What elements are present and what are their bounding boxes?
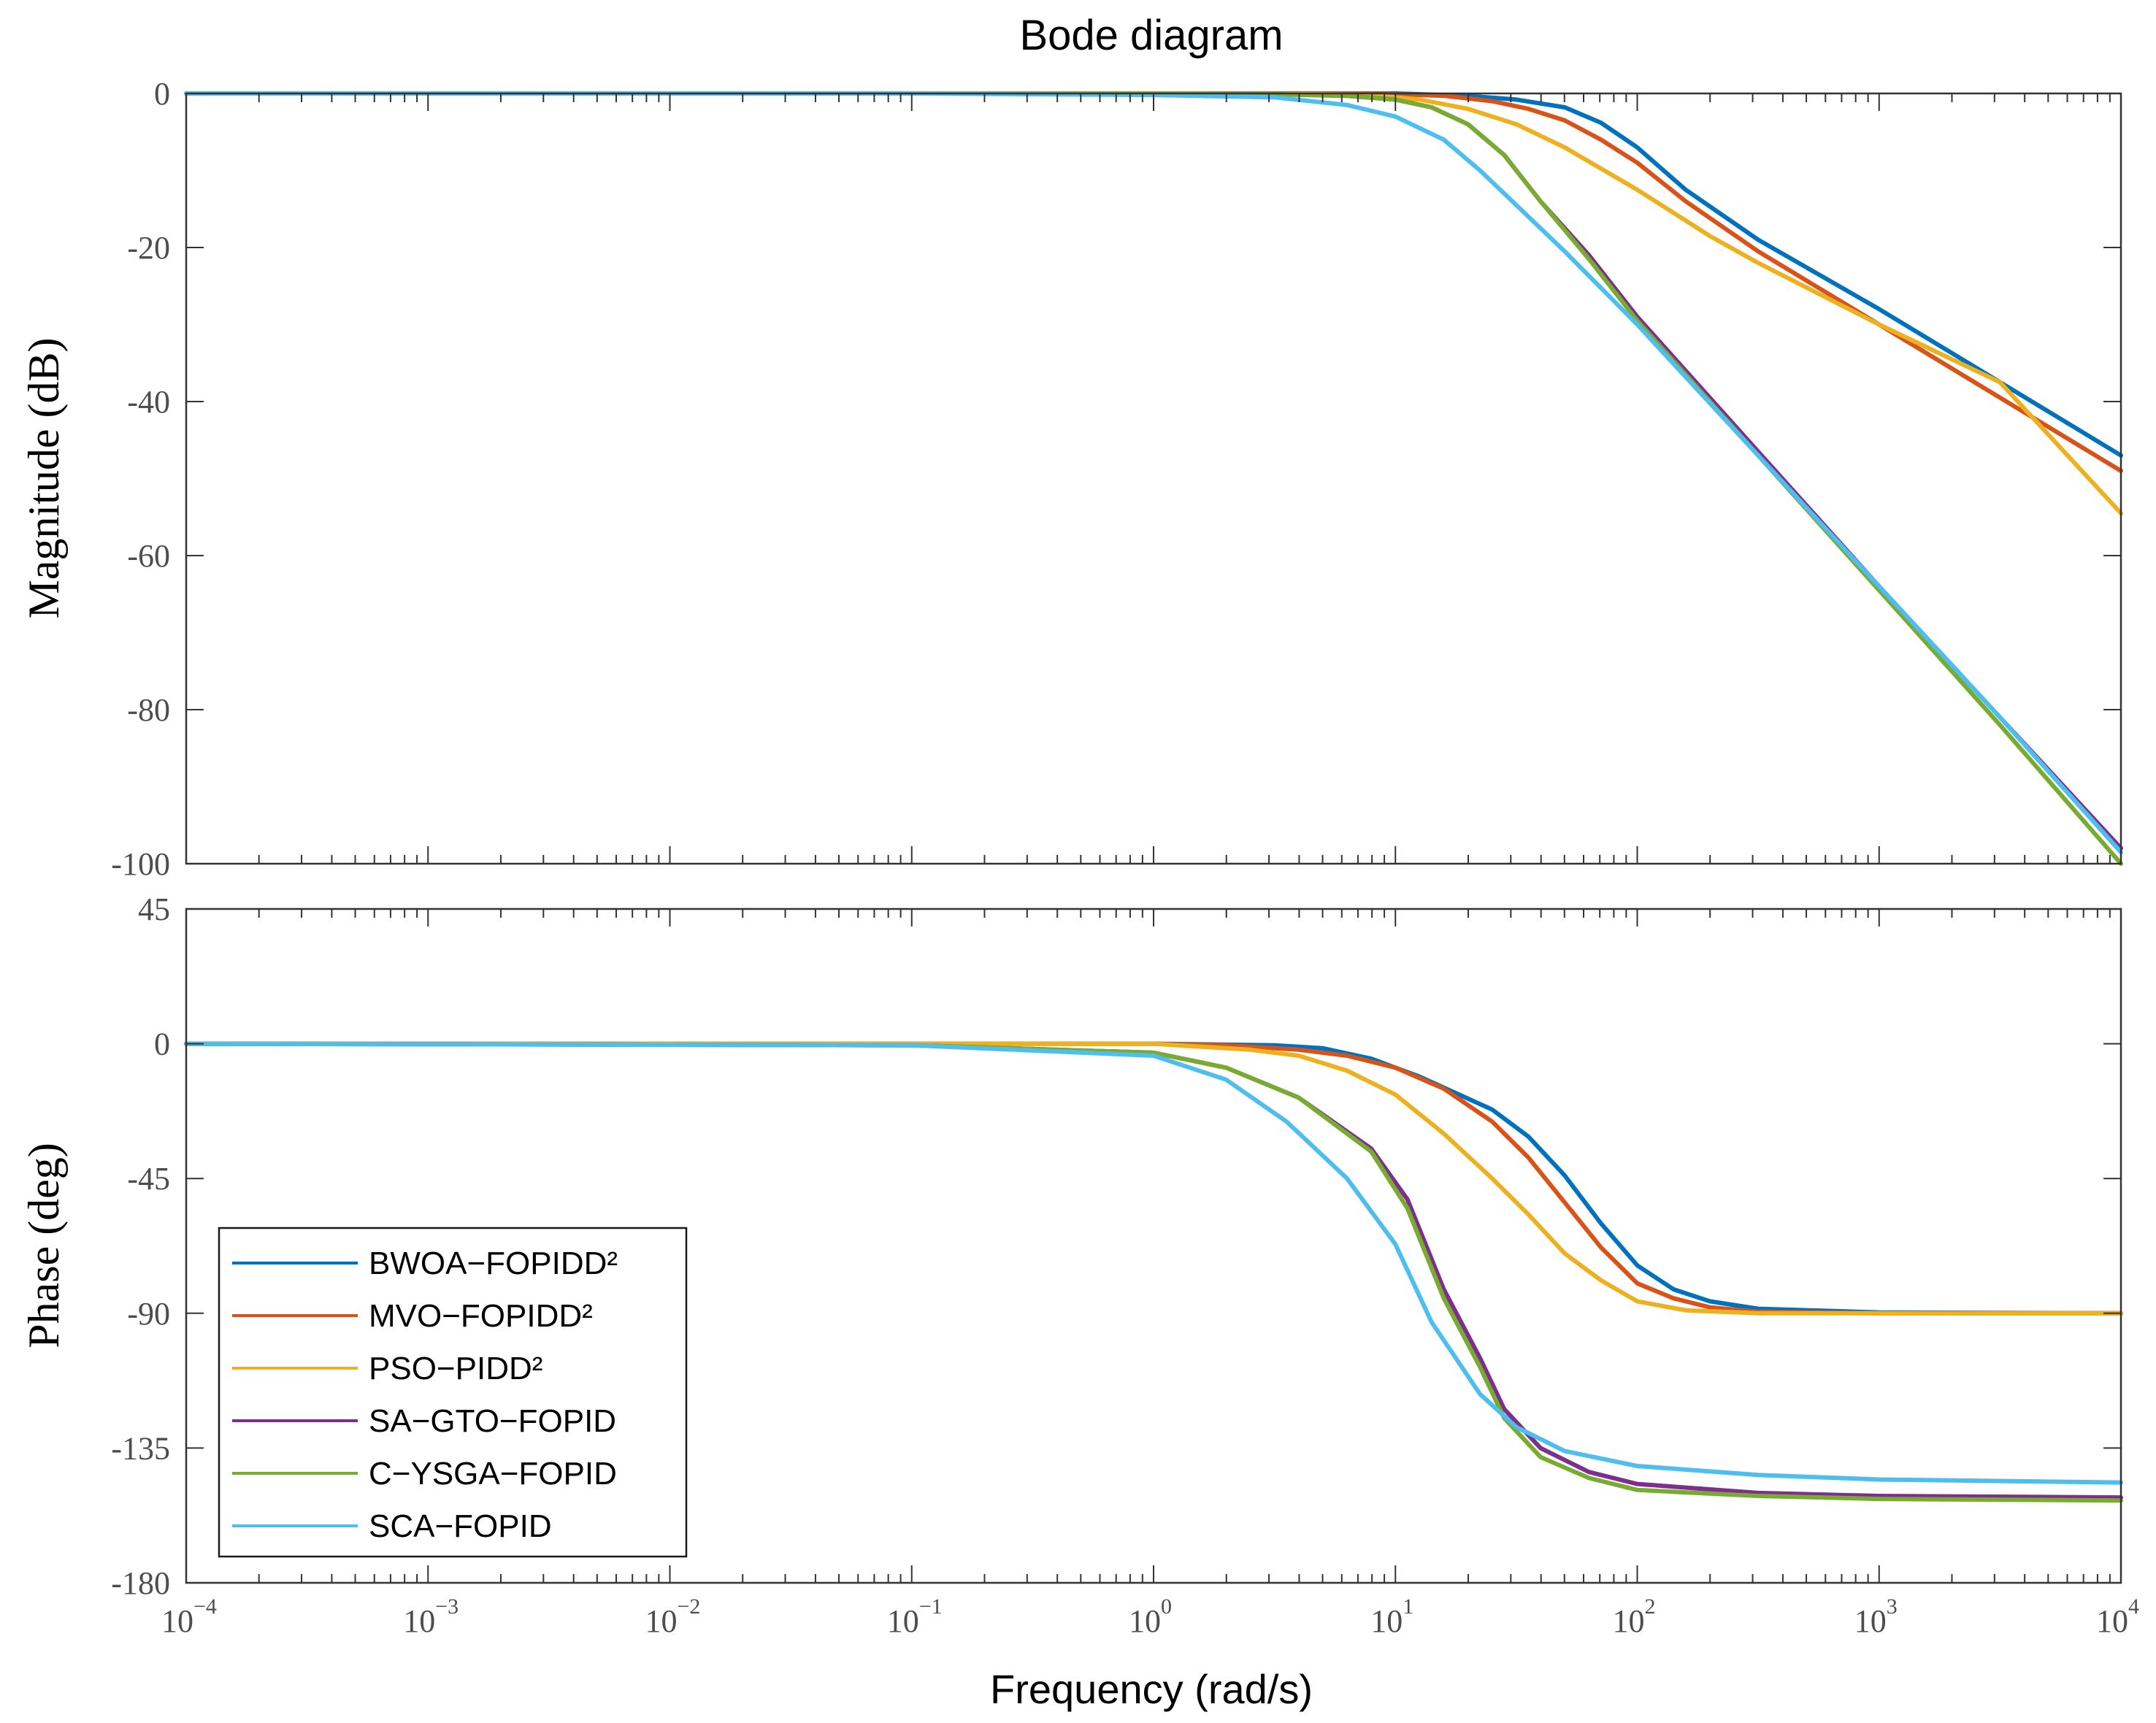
legend-box bbox=[218, 1227, 688, 1558]
chart-title: Bode diagram bbox=[1019, 12, 1283, 59]
x-axis-label: Frequency (rad/s) bbox=[990, 1666, 1313, 1712]
x-tick-label: 10 bbox=[161, 1603, 193, 1639]
x-tick-exponent: 2 bbox=[1645, 1595, 1656, 1619]
phase-plot: 45 0 -45 -90 -135 -180 Phase (deg) bbox=[20, 891, 2123, 1601]
x-tick-label: 10 bbox=[2096, 1603, 2128, 1639]
mag-y-tick-label: -40 bbox=[127, 384, 170, 420]
magnitude-line-sa-gto-fopid bbox=[184, 91, 2123, 851]
x-tick-label: 10 bbox=[403, 1603, 435, 1639]
phase-ylabel: Phase (deg) bbox=[20, 1143, 68, 1348]
x-tick-label: 10 bbox=[1854, 1603, 1887, 1639]
legend-label: SA−GTO−FOPID bbox=[369, 1403, 616, 1439]
mag-y-tick-label: -20 bbox=[127, 230, 170, 266]
magnitude-ylabel: Magnitude (dB) bbox=[20, 338, 68, 619]
x-tick-exponent: 0 bbox=[1161, 1595, 1172, 1619]
x-tick-exponent: 1 bbox=[1403, 1595, 1413, 1619]
legend-label: PSO−PIDD² bbox=[369, 1351, 542, 1386]
phase-line-c-ysga-fopid bbox=[184, 1041, 2123, 1503]
legend-label: C−YSGA−FOPID bbox=[369, 1456, 617, 1492]
x-tick-exponent: −3 bbox=[435, 1595, 459, 1619]
x-tick-label: 10 bbox=[887, 1603, 919, 1639]
magnitude-line-pso-pidd bbox=[184, 91, 2123, 515]
x-tick-label: 10 bbox=[1370, 1603, 1403, 1639]
legend-label: BWOA−FOPIDD² bbox=[369, 1246, 618, 1281]
ph-y-tick-label: -90 bbox=[127, 1296, 170, 1332]
magnitude-line-bwoa-fopidd bbox=[184, 91, 2123, 458]
x-tick-exponent: 3 bbox=[1887, 1595, 1898, 1619]
legend-label: MVO−FOPIDD² bbox=[369, 1298, 593, 1334]
mag-y-tick-label: -80 bbox=[127, 692, 170, 728]
x-tick-exponent: −4 bbox=[193, 1595, 217, 1619]
magnitude-line-sca-fopid bbox=[184, 91, 2123, 855]
x-tick-exponent: −2 bbox=[678, 1595, 701, 1619]
phase-line-bwoa-fopidd bbox=[184, 1041, 2123, 1316]
phase-line-pso-pidd bbox=[184, 1041, 2123, 1316]
mag-y-tick-label: -60 bbox=[127, 538, 170, 574]
x-tick-exponent: 4 bbox=[2128, 1595, 2139, 1619]
ph-y-tick-label: -135 bbox=[111, 1430, 170, 1466]
ph-y-tick-label: 0 bbox=[154, 1026, 170, 1062]
phase-line-sca-fopid bbox=[184, 1041, 2123, 1485]
legend: BWOA−FOPIDD² MVO−FOPIDD² PSO−PIDD² SA−GTO−F… bbox=[218, 1227, 688, 1558]
x-tick-labels: 10 −4 10 −3 10 −2 10 −1 10 0 10 1 10 2 10 3 10 4 bbox=[161, 1595, 2139, 1639]
legend-label: SCA−FOPID bbox=[369, 1508, 552, 1544]
ph-y-tick-label: -45 bbox=[127, 1161, 170, 1197]
ph-y-tick-label: 45 bbox=[138, 891, 170, 927]
ph-y-tick-label: -180 bbox=[111, 1565, 170, 1601]
mag-y-tick-label: -100 bbox=[111, 846, 170, 882]
magnitude-line-c-ysga-fopid bbox=[184, 91, 2123, 866]
x-tick-label: 10 bbox=[1129, 1603, 1161, 1639]
x-tick-label: 10 bbox=[645, 1603, 678, 1639]
magnitude-plot: 0 -20 -40 -60 -80 -100 Magnitude (dB) bbox=[20, 76, 2123, 882]
x-tick-exponent: −1 bbox=[919, 1595, 943, 1619]
x-tick-label: 10 bbox=[1613, 1603, 1645, 1639]
magnitude-axes-box bbox=[185, 92, 2122, 865]
mag-y-tick-label: 0 bbox=[154, 76, 170, 112]
phase-line-mvo-fopidd bbox=[184, 1041, 2123, 1316]
